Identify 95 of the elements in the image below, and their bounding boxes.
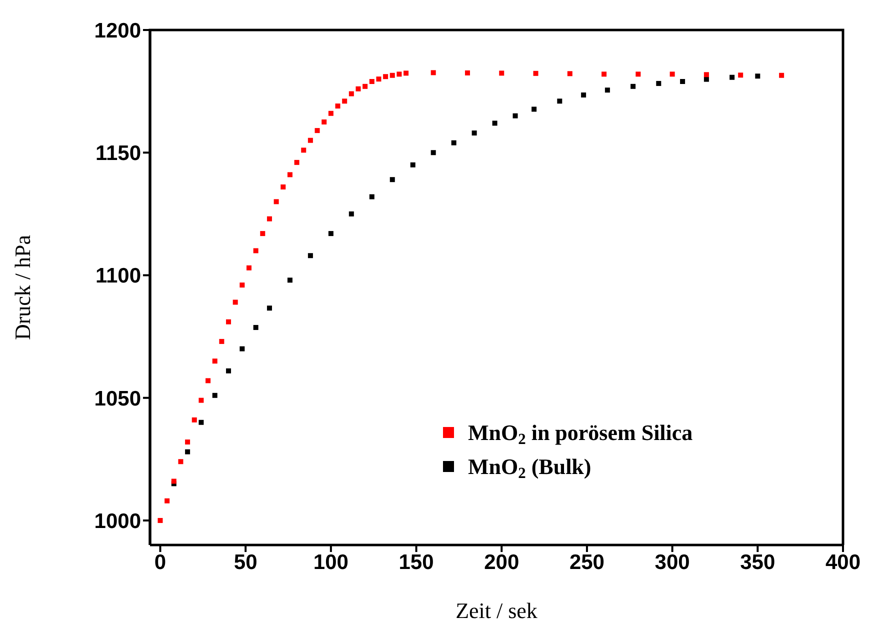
point	[232, 300, 238, 305]
point	[206, 378, 211, 384]
point	[171, 478, 176, 484]
point	[779, 72, 784, 78]
point	[680, 79, 686, 84]
point	[410, 162, 416, 168]
point	[274, 199, 279, 204]
point	[533, 70, 538, 76]
point	[704, 76, 709, 82]
point	[198, 420, 204, 425]
point	[512, 113, 518, 118]
point	[219, 338, 224, 344]
point	[499, 70, 504, 76]
point	[164, 498, 170, 504]
x-axis-title: Zeit / sek	[456, 598, 538, 623]
x-tick-label: 0	[154, 550, 166, 574]
point	[240, 346, 245, 352]
y-tick-label: 1200	[94, 19, 141, 42]
point	[178, 459, 184, 464]
point	[369, 194, 374, 200]
legend-label: MnO$_{2}$ in porösem Silica	[468, 420, 693, 448]
point	[451, 140, 456, 146]
y-tick-label: 1050	[94, 387, 141, 410]
point	[464, 70, 470, 76]
point	[335, 104, 340, 109]
point	[301, 148, 306, 153]
point	[266, 216, 272, 222]
point	[328, 110, 334, 116]
point	[362, 84, 368, 89]
x-tick-label: 350	[740, 550, 776, 574]
point	[314, 128, 320, 134]
point	[430, 150, 436, 156]
point	[212, 392, 218, 398]
point	[738, 72, 744, 78]
point	[604, 88, 610, 93]
point	[602, 72, 607, 77]
y-tick-label: 1000	[94, 510, 141, 533]
point	[226, 319, 232, 324]
point	[630, 84, 636, 89]
point	[656, 80, 662, 86]
x-tick-label: 100	[313, 550, 348, 574]
point	[404, 70, 409, 76]
y-tick-label: 1100	[95, 264, 141, 288]
point	[376, 76, 382, 82]
point	[730, 74, 735, 80]
point	[280, 184, 286, 190]
point	[253, 324, 258, 330]
point	[185, 440, 190, 444]
point	[328, 231, 334, 236]
point	[356, 86, 361, 92]
point	[557, 98, 562, 104]
point	[308, 253, 313, 258]
point	[158, 518, 163, 523]
point	[567, 71, 572, 76]
point	[192, 417, 197, 422]
point	[198, 398, 204, 403]
point	[253, 248, 258, 254]
x-tick-label: 400	[825, 550, 861, 574]
point	[581, 92, 586, 98]
point	[390, 177, 395, 182]
x-tick-label: 200	[484, 550, 520, 574]
point	[185, 449, 190, 454]
point	[396, 72, 402, 77]
point	[383, 74, 388, 80]
point	[342, 98, 348, 104]
point	[246, 265, 252, 270]
x-tick-label: 300	[654, 550, 690, 574]
point	[294, 160, 300, 165]
point	[322, 119, 327, 124]
point	[287, 172, 292, 178]
x-tick-label: 50	[234, 550, 258, 574]
legend-label: MnO$_{2}$ (Bulk)	[468, 454, 592, 482]
point	[532, 106, 537, 112]
y-tick-label: 1150	[95, 142, 141, 166]
point	[212, 358, 218, 364]
point	[636, 72, 641, 77]
x-tick-label: 250	[569, 550, 604, 574]
point	[308, 138, 313, 143]
point	[390, 72, 395, 78]
x-tick-label: 150	[398, 550, 434, 574]
point	[240, 282, 245, 288]
point	[492, 120, 498, 126]
y-axis-title: Druck / hPa	[10, 234, 35, 340]
point	[287, 278, 292, 283]
point	[472, 130, 477, 136]
point	[266, 306, 272, 311]
point	[755, 74, 760, 79]
point	[260, 231, 266, 236]
point	[670, 72, 675, 77]
point	[226, 368, 232, 374]
point	[348, 91, 354, 96]
point	[348, 211, 354, 216]
point	[704, 72, 709, 78]
point	[369, 79, 374, 84]
point	[430, 70, 436, 76]
